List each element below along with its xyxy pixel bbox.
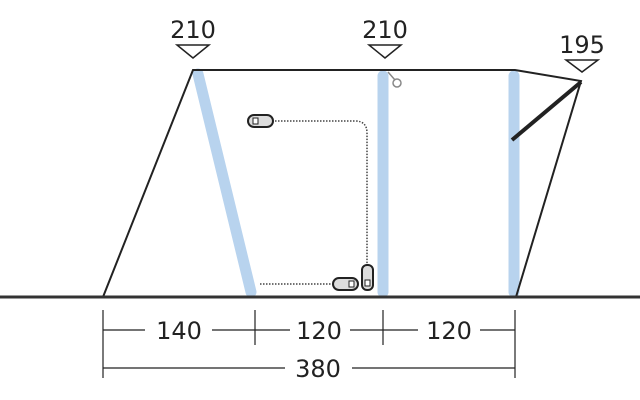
door-zipper	[272, 120, 368, 265]
zipper-pull-icon	[332, 277, 359, 291]
rear-brace	[510, 80, 583, 142]
width-label-1: 140	[156, 317, 202, 345]
height-marker-middle: 210	[362, 16, 408, 59]
height-marker-front: 210	[170, 16, 216, 59]
zipper-pull-icon	[361, 264, 374, 291]
height-marker-triangle	[563, 59, 601, 73]
hanging-ring-icon	[387, 71, 402, 88]
total-width-label: 380	[295, 355, 341, 383]
width-label-3: 120	[426, 317, 472, 345]
zipper-pull-icon	[247, 114, 274, 128]
dimension-lines	[102, 310, 516, 378]
height-label-front: 210	[170, 16, 216, 44]
height-label-middle: 210	[362, 16, 408, 44]
tent-outline	[102, 69, 583, 298]
height-marker-rear: 195	[559, 31, 605, 73]
air-pole-front	[192, 68, 257, 298]
height-marker-triangle	[366, 44, 404, 59]
width-label-2: 120	[296, 317, 342, 345]
height-label-rear: 195	[559, 31, 605, 59]
height-marker-triangle	[174, 44, 212, 59]
